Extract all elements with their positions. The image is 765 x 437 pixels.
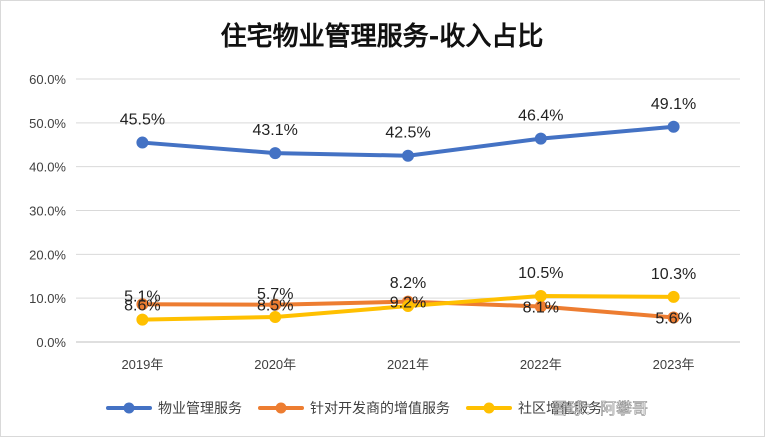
y-tick-label: 60.0% [29, 72, 66, 87]
y-tick-label: 50.0% [29, 116, 66, 131]
x-tick-label: 2023年 [653, 357, 695, 372]
data-labels: 45.5% 43.1% 42.5% 46.4% 49.1% 8.6% 8.5% 9.2% 8.1… [120, 96, 697, 328]
data-label: 43.1% [253, 122, 298, 139]
legend-item: 社区增值服务 [466, 401, 602, 417]
x-tick-label: 2019年 [121, 357, 163, 372]
legend: 物业管理服务 针对开发商的增值服务 社区增值服务 [106, 401, 602, 417]
data-point [667, 290, 680, 303]
x-tick-label: 2021年 [387, 357, 429, 372]
data-point [534, 289, 547, 302]
legend-item: 针对开发商的增值服务 [258, 401, 450, 417]
data-point [402, 149, 414, 162]
legend-label: 社区增值服务 [518, 401, 602, 417]
data-label: 5.6% [655, 310, 691, 327]
data-point [136, 298, 149, 311]
data-point [269, 298, 282, 311]
data-point [667, 120, 680, 133]
data-label: 8.1% [523, 299, 559, 316]
data-point [534, 132, 547, 145]
data-point [402, 300, 414, 313]
data-label: 10.3% [651, 266, 696, 283]
watermark-text: 雪球：阿攀哥 [552, 399, 648, 418]
chart-title: 住宅物业管理服务-收入占比 [221, 21, 544, 52]
data-point [269, 147, 282, 160]
data-label: 8.2% [390, 275, 426, 292]
data-point [667, 311, 680, 324]
y-tick-label: 40.0% [29, 160, 66, 175]
data-label: 5.1% [124, 289, 160, 306]
data-label: 8.6% [124, 297, 160, 314]
data-point [136, 136, 149, 149]
y-tick-label: 20.0% [29, 247, 66, 262]
y-tick-label: 10.0% [29, 291, 66, 306]
data-label: 9.2% [390, 295, 426, 312]
x-tick-label: 2022年 [520, 357, 562, 372]
legend-label: 物业管理服务 [158, 401, 242, 417]
y-tick-label: 30.0% [29, 204, 66, 219]
data-label: 42.5% [385, 125, 430, 142]
data-label: 46.4% [518, 108, 563, 125]
legend-label: 针对开发商的增值服务 [310, 401, 450, 417]
legend-item: 物业管理服务 [106, 401, 242, 417]
x-axis-ticks: 2019年 2020年 2021年 2022年 2023年 [121, 357, 694, 372]
data-label: 8.5% [257, 298, 293, 315]
x-tick-label: 2020年 [254, 357, 296, 372]
data-point [136, 313, 149, 326]
data-label: 49.1% [651, 96, 696, 113]
data-label: 10.5% [518, 265, 563, 282]
data-label: 45.5% [120, 112, 165, 129]
data-point [269, 311, 282, 324]
legend-swatch-marker [123, 402, 135, 414]
data-label: 5.7% [257, 286, 293, 303]
legend-swatch-marker [483, 402, 495, 414]
series-points [136, 120, 680, 326]
y-axis-ticks: 0.0% 10.0% 20.0% 30.0% 40.0% 50.0% 60.0% [29, 72, 66, 350]
legend-swatch-marker [275, 402, 287, 414]
y-tick-label: 0.0% [36, 335, 66, 350]
